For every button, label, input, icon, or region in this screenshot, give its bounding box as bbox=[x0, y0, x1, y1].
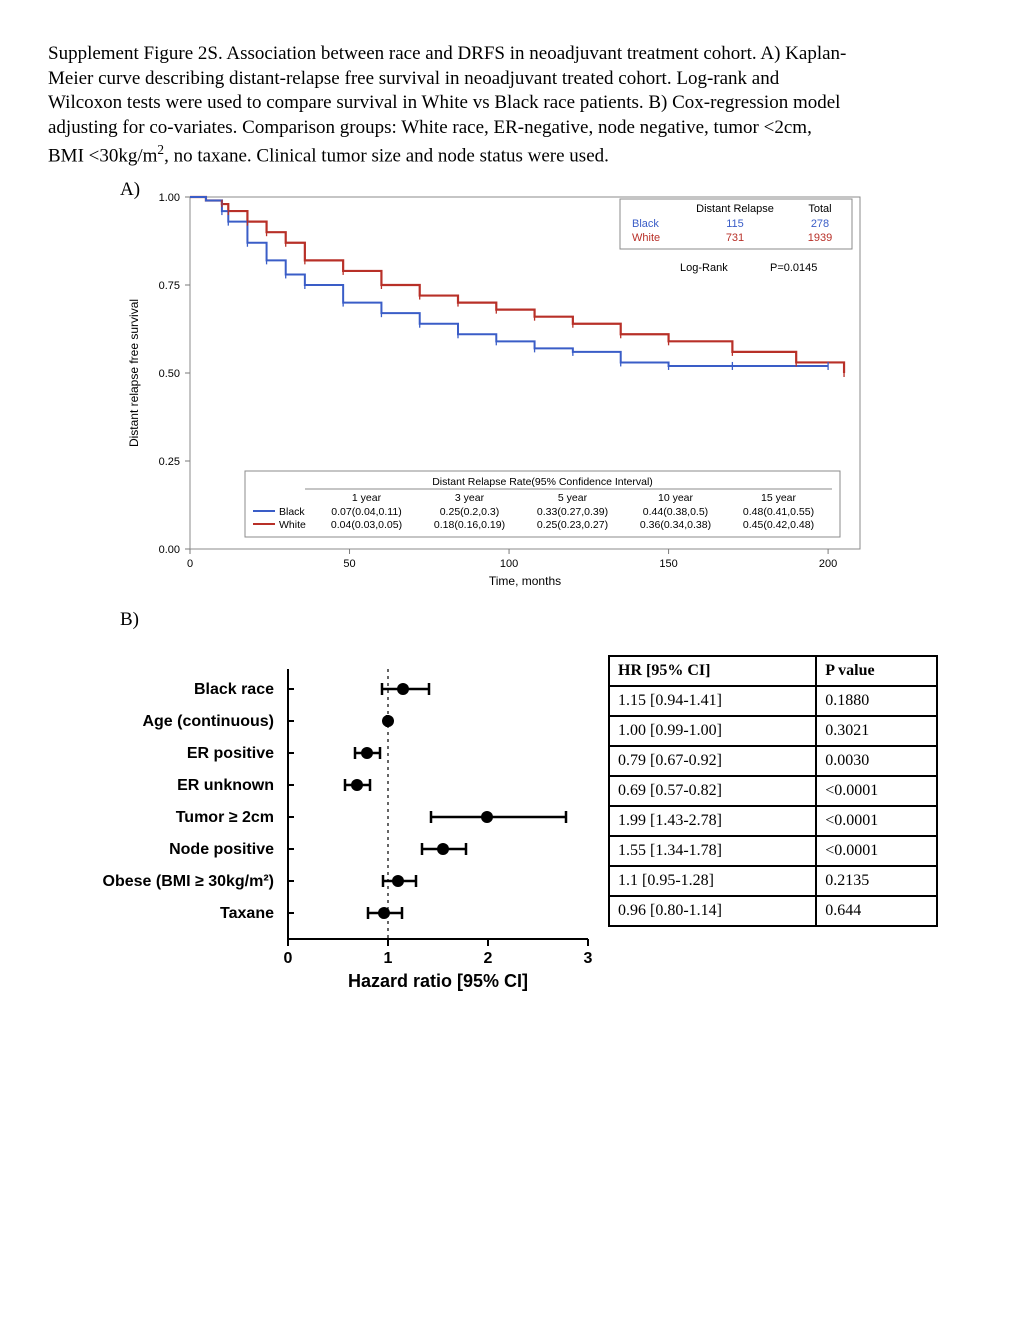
hr-table: HR [95% CI] P value 1.15 [0.94-1.41]0.18… bbox=[608, 655, 938, 927]
svg-text:Node positive: Node positive bbox=[169, 841, 274, 858]
p-cell: <0.0001 bbox=[816, 776, 937, 806]
svg-text:Black race: Black race bbox=[194, 681, 274, 698]
svg-text:0.07(0.04,0.11): 0.07(0.04,0.11) bbox=[331, 506, 401, 518]
svg-text:Obese (BMI ≥ 30kg/m²): Obese (BMI ≥ 30kg/m²) bbox=[103, 873, 274, 890]
svg-text:0.25(0.23,0.27): 0.25(0.23,0.27) bbox=[537, 519, 608, 531]
svg-text:0.36(0.34,0.38): 0.36(0.34,0.38) bbox=[640, 519, 711, 531]
svg-text:731: 731 bbox=[726, 232, 744, 244]
svg-text:50: 50 bbox=[343, 558, 355, 570]
hr-cell: 0.79 [0.67-0.92] bbox=[609, 746, 816, 776]
svg-text:0.50: 0.50 bbox=[159, 368, 180, 380]
hr-cell: 1.99 [1.43-2.78] bbox=[609, 806, 816, 836]
caption-line1: Supplement Figure 2S. Association betwee… bbox=[48, 43, 846, 64]
table-row: 0.96 [0.80-1.14]0.644 bbox=[609, 896, 937, 926]
svg-text:15 year: 15 year bbox=[761, 492, 797, 504]
hr-cell: 1.00 [0.99-1.00] bbox=[609, 716, 816, 746]
table-row: 0.79 [0.67-0.92]0.0030 bbox=[609, 746, 937, 776]
svg-text:Black: Black bbox=[632, 218, 659, 230]
hr-cell: 0.69 [0.57-0.82] bbox=[609, 776, 816, 806]
svg-text:0.25(0.2,0.3): 0.25(0.2,0.3) bbox=[440, 506, 500, 518]
hr-table-header-hr: HR [95% CI] bbox=[609, 656, 816, 686]
svg-text:Taxane: Taxane bbox=[220, 905, 274, 922]
hr-table-header-p: P value bbox=[816, 656, 937, 686]
svg-text:100: 100 bbox=[500, 558, 518, 570]
svg-text:White: White bbox=[279, 519, 306, 531]
svg-text:0.45(0.42,0.48): 0.45(0.42,0.48) bbox=[743, 519, 814, 531]
svg-text:P=0.0145: P=0.0145 bbox=[770, 262, 817, 274]
caption-line2: Meier curve describing distant-relapse f… bbox=[48, 68, 779, 89]
svg-text:Distant Relapse: Distant Relapse bbox=[696, 203, 774, 215]
svg-text:Log-Rank: Log-Rank bbox=[680, 262, 728, 274]
p-cell: <0.0001 bbox=[816, 806, 937, 836]
svg-text:0.04(0.03,0.05): 0.04(0.03,0.05) bbox=[331, 519, 402, 531]
p-cell: 0.3021 bbox=[816, 716, 937, 746]
svg-text:Total: Total bbox=[808, 203, 831, 215]
p-cell: 0.644 bbox=[816, 896, 937, 926]
svg-text:1939: 1939 bbox=[808, 232, 832, 244]
panel-a-label: A) bbox=[48, 179, 120, 201]
p-cell: <0.0001 bbox=[816, 836, 937, 866]
figure-caption: Supplement Figure 2S. Association betwee… bbox=[48, 42, 976, 169]
p-cell: 0.2135 bbox=[816, 866, 937, 896]
svg-text:0: 0 bbox=[284, 950, 293, 967]
svg-text:Black: Black bbox=[279, 506, 305, 518]
caption-line4: adjusting for co-variates. Comparison gr… bbox=[48, 117, 812, 138]
caption-line3: Wilcoxon tests were used to compare surv… bbox=[48, 92, 840, 113]
svg-text:3: 3 bbox=[584, 950, 593, 967]
svg-text:115: 115 bbox=[726, 218, 744, 230]
hr-cell: 1.55 [1.34-1.78] bbox=[609, 836, 816, 866]
km-chart: 0 50 100 150 200 0.00 0.25 0.50 0.75 1.00 Time, mo… bbox=[120, 179, 880, 599]
svg-text:ER positive: ER positive bbox=[187, 745, 274, 762]
table-row: 1.1 [0.95-1.28]0.2135 bbox=[609, 866, 937, 896]
svg-text:0.44(0.38,0.5): 0.44(0.38,0.5) bbox=[643, 506, 708, 518]
svg-text:278: 278 bbox=[811, 218, 829, 230]
hr-cell: 0.96 [0.80-1.14] bbox=[609, 896, 816, 926]
svg-text:ER unknown: ER unknown bbox=[177, 777, 274, 794]
svg-text:3 year: 3 year bbox=[455, 492, 485, 504]
svg-text:Tumor ≥ 2cm: Tumor ≥ 2cm bbox=[176, 809, 274, 826]
caption-line5b: , no taxane. Clinical tumor size and nod… bbox=[164, 145, 609, 166]
svg-text:Distant Relapse Rate(95% Confi: Distant Relapse Rate(95% Confidence Inte… bbox=[432, 476, 653, 488]
svg-text:1: 1 bbox=[384, 950, 393, 967]
svg-text:0.75: 0.75 bbox=[159, 280, 180, 292]
hr-cell: 1.1 [0.95-1.28] bbox=[609, 866, 816, 896]
table-row: 0.69 [0.57-0.82]<0.0001 bbox=[609, 776, 937, 806]
svg-text:Distant relapse free survival: Distant relapse free survival bbox=[127, 299, 141, 447]
svg-text:0.25: 0.25 bbox=[159, 456, 180, 468]
panel-b-label: B) bbox=[48, 609, 976, 631]
hr-cell: 1.15 [0.94-1.41] bbox=[609, 686, 816, 716]
svg-text:1 year: 1 year bbox=[352, 492, 382, 504]
svg-text:2: 2 bbox=[484, 950, 493, 967]
svg-text:10 year: 10 year bbox=[658, 492, 694, 504]
p-cell: 0.1880 bbox=[816, 686, 937, 716]
p-cell: 0.0030 bbox=[816, 746, 937, 776]
svg-text:1.00: 1.00 bbox=[159, 192, 180, 204]
table-row: 1.55 [1.34-1.78]<0.0001 bbox=[609, 836, 937, 866]
forest-plot: Black race Age (continuous) ER positive ER … bbox=[48, 655, 608, 995]
svg-text:0.48(0.41,0.55): 0.48(0.41,0.55) bbox=[743, 506, 814, 518]
svg-text:0.33(0.27,0.39): 0.33(0.27,0.39) bbox=[537, 506, 608, 518]
table-row: 1.00 [0.99-1.00]0.3021 bbox=[609, 716, 937, 746]
table-row: 1.15 [0.94-1.41]0.1880 bbox=[609, 686, 937, 716]
svg-text:White: White bbox=[632, 232, 660, 244]
svg-text:Age (continuous): Age (continuous) bbox=[142, 713, 274, 730]
svg-text:Time, months: Time, months bbox=[489, 574, 561, 588]
svg-text:0.00: 0.00 bbox=[159, 544, 180, 556]
caption-line5a: BMI <30kg/m bbox=[48, 145, 157, 166]
svg-text:200: 200 bbox=[819, 558, 837, 570]
svg-text:150: 150 bbox=[659, 558, 677, 570]
svg-text:Hazard ratio [95% CI]: Hazard ratio [95% CI] bbox=[348, 971, 528, 991]
table-row: 1.99 [1.43-2.78]<0.0001 bbox=[609, 806, 937, 836]
svg-text:0.18(0.16,0.19): 0.18(0.16,0.19) bbox=[434, 519, 505, 531]
svg-text:0: 0 bbox=[187, 558, 193, 570]
svg-text:5 year: 5 year bbox=[558, 492, 588, 504]
